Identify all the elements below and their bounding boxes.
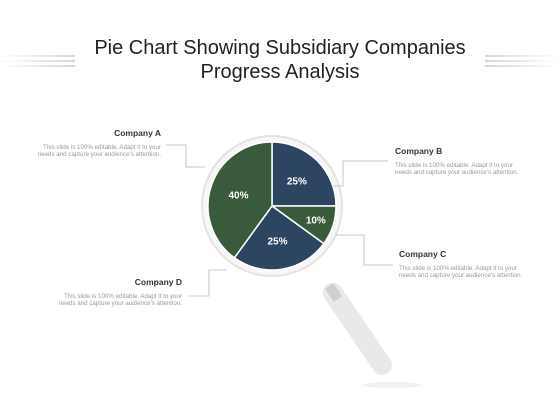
callout-company-b-description: This slide is 100% editable. Adapt it to… bbox=[395, 162, 519, 177]
magnifier-handle bbox=[323, 283, 392, 375]
callout-company-a-description: This slide is 100% editable. Adapt it to… bbox=[37, 144, 161, 159]
callout-company-d: Company D This slide is 100% editable. A… bbox=[47, 277, 182, 308]
callout-company-b: Company B This slide is 100% editable. A… bbox=[395, 146, 525, 177]
title-decoration-left bbox=[0, 55, 75, 67]
pie-slice-company-b bbox=[271, 141, 337, 207]
pie-slice-labels: 25% 10% 25% 40% bbox=[229, 177, 326, 248]
title-decoration-right bbox=[485, 55, 560, 67]
handle-shadow bbox=[362, 382, 422, 388]
callout-company-c-name: Company C bbox=[399, 249, 447, 259]
page-title: Pie Chart Showing Subsidiary Companies P… bbox=[60, 36, 500, 84]
callout-company-d-description: This slide is 100% editable. Adapt it to… bbox=[58, 293, 182, 308]
page-title-line-2: Progress Analysis bbox=[200, 61, 360, 83]
pie-label-company-b: 25% bbox=[287, 177, 307, 188]
pie-slices bbox=[207, 141, 337, 271]
callout-company-a: Company A This slide is 100% editable. A… bbox=[26, 128, 161, 159]
callout-company-b-name: Company B bbox=[395, 146, 443, 156]
pie-slice-company-a bbox=[207, 141, 273, 259]
callout-company-c-description: This slide is 100% editable. Adapt it to… bbox=[399, 265, 523, 280]
pie-slice-company-d bbox=[233, 204, 325, 271]
pie-label-company-a: 40% bbox=[229, 191, 249, 202]
callout-company-c: Company C This slide is 100% editable. A… bbox=[399, 249, 529, 280]
page-title-line-1: Pie Chart Showing Subsidiary Companies bbox=[94, 37, 466, 59]
pie-label-company-d: 25% bbox=[267, 236, 287, 247]
connector-company-c bbox=[336, 234, 393, 266]
connector-company-a bbox=[166, 144, 205, 168]
pie-label-company-c: 10% bbox=[306, 216, 326, 227]
magnifier-neck bbox=[324, 283, 343, 302]
connector-company-d bbox=[189, 269, 226, 297]
callout-company-a-name: Company A bbox=[114, 128, 161, 138]
callout-company-d-name: Company D bbox=[134, 277, 182, 287]
